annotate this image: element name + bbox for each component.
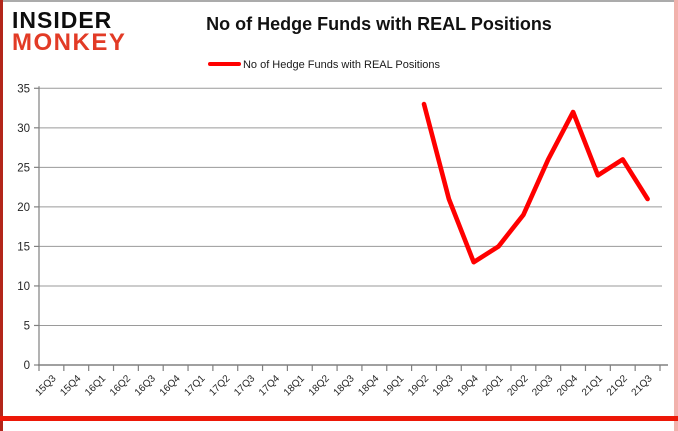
x-axis-tick-label: 21Q2: [605, 373, 630, 398]
left-border: [0, 0, 3, 431]
logo-text-insider: INSIDER: [12, 7, 113, 33]
x-axis-tick-label: 17Q1: [183, 373, 208, 398]
x-axis-tick-label: 18Q1: [282, 373, 307, 398]
x-axis-tick-label: 18Q2: [307, 373, 332, 398]
x-axis-tick-label: 19Q3: [431, 373, 456, 398]
x-axis-tick-label: 19Q4: [456, 373, 481, 398]
bottom-red-rule: [0, 416, 678, 421]
x-axis-tick-label: 17Q3: [232, 373, 257, 398]
y-axis-tick-label: 5: [24, 320, 30, 332]
x-axis-tick-label: 19Q1: [381, 373, 406, 398]
right-border: [674, 0, 678, 431]
chart-legend: No of Hedge Funds with REAL Positions: [0, 59, 648, 71]
data-series-line: [421, 101, 650, 265]
x-axis-tick-label: 15Q3: [33, 373, 58, 398]
legend-label: No of Hedge Funds with REAL Positions: [242, 59, 441, 72]
x-axis-tick-label: 16Q2: [108, 373, 133, 398]
x-axis-tick-label: 16Q3: [133, 373, 158, 398]
y-axis-tick-label: 15: [17, 241, 30, 253]
x-axis-tick-label: 21Q1: [580, 373, 605, 398]
x-axis-tick-label: 15Q4: [58, 373, 83, 398]
top-border: [0, 0, 678, 2]
x-axis-tick-label: 20Q3: [530, 373, 555, 398]
x-axis-tick-label: 18Q3: [332, 373, 357, 398]
y-axis-tick-label: 0: [24, 360, 30, 372]
legend-line-swatch: [207, 62, 241, 67]
x-axis-tick-label: 20Q2: [505, 373, 530, 398]
x-axis-tick-label: 21Q3: [630, 373, 655, 398]
insider-monkey-logo: INSIDER MONKEY: [12, 7, 127, 56]
y-axis-tick-label: 35: [17, 83, 30, 95]
y-axis-tick-label: 20: [17, 202, 30, 214]
x-axis-tick-label: 17Q2: [207, 373, 232, 398]
x-axis-tick-label: 16Q4: [158, 373, 183, 398]
logo-text-monkey: MONKEY: [12, 28, 127, 56]
x-axis-tick-label: 20Q1: [481, 373, 506, 398]
page-title: No of Hedge Funds with REAL Positions: [206, 14, 552, 34]
x-axis-tick-label: 16Q1: [83, 373, 108, 398]
y-axis-tick-label: 25: [17, 162, 30, 174]
x-axis-tick-label: 17Q4: [257, 373, 282, 398]
y-axis-tick-label: 30: [17, 123, 30, 135]
x-axis-tick-label: 20Q4: [555, 373, 580, 398]
y-axis-tick-label: 10: [17, 281, 30, 293]
x-axis-tick-label: 19Q2: [406, 373, 431, 398]
x-axis-tick-label: 18Q4: [356, 373, 381, 398]
